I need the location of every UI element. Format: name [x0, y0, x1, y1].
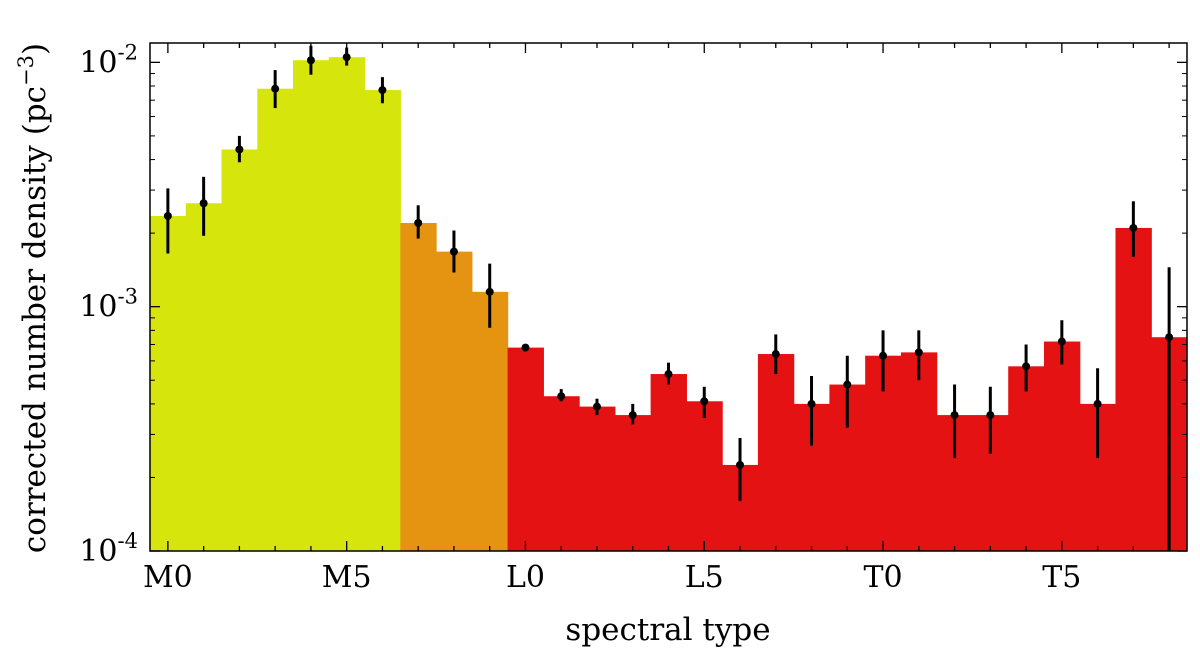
data-point-18 [807, 399, 816, 408]
bar-25 [1043, 341, 1081, 551]
y-tick-base-0: 10 [79, 45, 117, 80]
data-point-27 [1129, 223, 1138, 232]
data-point-1 [199, 199, 208, 208]
data-point-12 [592, 402, 601, 411]
data-point-6 [378, 86, 387, 95]
error-bars-group [163, 45, 1174, 551]
y-tick-exponent-1: -3 [118, 285, 138, 309]
data-point-2 [235, 145, 244, 154]
data-point-17 [771, 350, 780, 359]
bar-9 [471, 291, 509, 551]
data-point-25 [1057, 337, 1066, 346]
data-point-5 [342, 53, 351, 62]
ticks-group [150, 43, 1187, 552]
y-axis-label: corrected number density (pc−3) [14, 43, 53, 553]
y-tick-labels: 10-210-310-4 [79, 40, 138, 569]
y-tick-base-2: 10 [79, 534, 117, 569]
bar-15 [686, 401, 723, 551]
data-point-4 [306, 56, 315, 65]
y-tick-label-0: 10-2 [79, 40, 138, 80]
bar-14 [650, 374, 687, 551]
data-point-16 [736, 460, 745, 469]
bar-6 [364, 90, 401, 551]
bar-7 [400, 223, 437, 551]
x-tick-label-4: T0 [863, 560, 902, 595]
data-point-21 [914, 348, 923, 357]
y-axis-label-close: ) [17, 43, 53, 55]
x-tick-label-0: M0 [143, 560, 193, 595]
x-tick-labels: M0 M5 L0 L5 T0 T5 [143, 560, 1081, 595]
y-tick-base-1: 10 [79, 290, 117, 325]
data-point-7 [414, 219, 423, 228]
data-point-23 [986, 411, 995, 420]
bar-2 [221, 149, 258, 551]
y-tick-label-2: 10-4 [79, 529, 138, 569]
bar-12 [579, 406, 616, 551]
x-tick-label-5: T5 [1042, 560, 1081, 595]
bar-13 [614, 415, 652, 551]
data-point-19 [843, 380, 852, 389]
y-tick-exponent-0: -2 [118, 40, 138, 64]
bar-11 [543, 396, 580, 551]
bar-27 [1115, 227, 1152, 551]
data-point-15 [700, 397, 709, 406]
y-axis-label-exponent: −3 [14, 55, 38, 86]
x-tick-label-2: L0 [506, 560, 545, 595]
bar-3 [257, 88, 294, 552]
bar-10 [507, 347, 544, 551]
data-point-13 [628, 411, 637, 420]
data-point-14 [664, 370, 673, 379]
data-point-0 [163, 212, 172, 221]
data-point-9 [485, 287, 494, 296]
data-point-3 [271, 84, 280, 93]
data-point-26 [1093, 399, 1102, 408]
bar-4 [293, 60, 330, 552]
data-point-20 [879, 351, 888, 360]
x-axis-label: spectral type [565, 612, 770, 648]
bar-0 [150, 216, 187, 551]
bar-1 [185, 203, 223, 551]
data-point-11 [557, 392, 566, 401]
bars-group [150, 57, 1188, 552]
data-point-28 [1165, 333, 1174, 342]
y-tick-label-1: 10-3 [79, 285, 138, 325]
data-point-8 [449, 247, 458, 256]
data-point-10 [521, 343, 530, 352]
bar-8 [436, 251, 473, 551]
bar-17 [757, 354, 795, 551]
x-tick-label-3: L5 [685, 560, 724, 595]
data-point-24 [1022, 362, 1031, 371]
bar-24 [1008, 366, 1045, 551]
bar-21 [900, 352, 938, 551]
bar-5 [328, 57, 366, 552]
data-point-22 [950, 411, 959, 420]
y-tick-exponent-2: -4 [118, 529, 138, 553]
x-tick-label-1: M5 [322, 560, 372, 595]
y-axis-label-text: corrected number density (pc [17, 86, 53, 553]
